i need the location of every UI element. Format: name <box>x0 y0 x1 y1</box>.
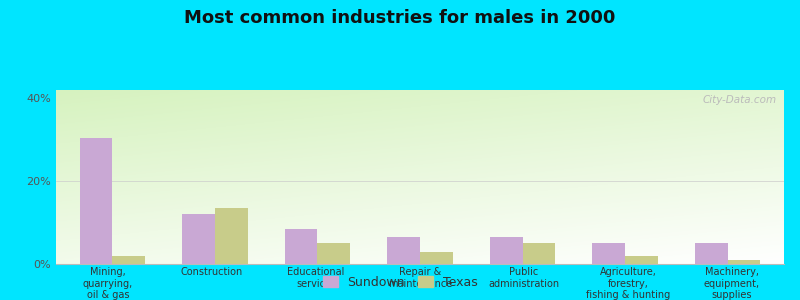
Text: Public
administration: Public administration <box>489 267 559 289</box>
Bar <box>318 243 350 264</box>
Text: Machinery,
equipment,
supplies
merchant
wholesalers: Machinery, equipment, supplies merchant … <box>703 267 761 300</box>
Text: Educational
services: Educational services <box>287 267 345 289</box>
Text: Agriculture,
forestry,
fishing & hunting: Agriculture, forestry, fishing & hunting <box>586 267 670 300</box>
Bar <box>215 208 248 264</box>
Text: Most common industries for males in 2000: Most common industries for males in 2000 <box>184 9 616 27</box>
Bar <box>420 252 453 264</box>
Bar <box>387 237 420 264</box>
Text: Mining,
quarrying,
oil & gas
extraction: Mining, quarrying, oil & gas extraction <box>83 267 133 300</box>
Bar <box>490 237 522 264</box>
Bar <box>285 229 318 264</box>
Bar <box>728 260 761 264</box>
Bar <box>694 243 728 264</box>
Text: Construction: Construction <box>181 267 243 277</box>
Text: City-Data.com: City-Data.com <box>702 95 777 105</box>
Bar <box>112 256 146 264</box>
Bar <box>592 243 625 264</box>
Bar <box>522 243 555 264</box>
Bar <box>625 256 658 264</box>
Bar <box>182 214 215 264</box>
Legend: Sundown, Texas: Sundown, Texas <box>318 271 482 294</box>
Text: Repair &
maintenance: Repair & maintenance <box>388 267 452 289</box>
Bar <box>79 138 112 264</box>
